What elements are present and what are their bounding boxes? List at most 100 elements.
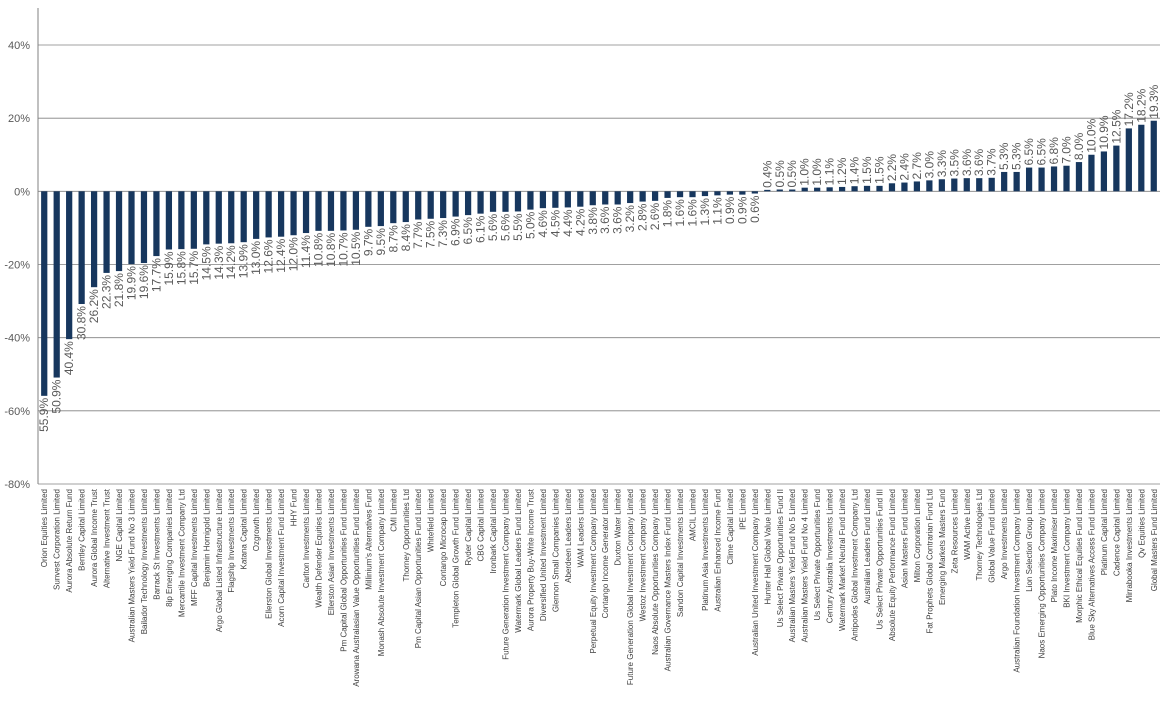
x-tick-label: Templeton Global Growth Fund Limited [452,489,461,628]
x-tick-label: Contango Income Generator Limited [601,489,610,618]
x-tick-label: Platinum Capital Limited [1100,489,1109,575]
x-tick-label: Sandon Capital Investments Limited [676,489,685,617]
x-tick-label: Australian Masters Yield Fund No 3 Limit… [128,489,137,642]
x-tick-label: WAM Active Limited [963,489,972,560]
data-label: 0.4% [760,160,774,188]
x-tick-label: Lion Selection Group Limited [1025,489,1034,592]
bar [402,191,409,223]
data-label: 10.8% [324,233,338,267]
bar [203,191,210,245]
data-label: 2.2% [885,154,899,182]
bar [1001,171,1008,192]
data-label: 5.0% [523,211,537,239]
bar [265,191,272,238]
bar [676,191,684,198]
x-tick-label: Qv Equities Limited [1137,489,1146,558]
x-tick-label: Orion Equities Limited [40,489,49,567]
bar [814,187,821,192]
bar [651,191,659,201]
data-label: 1.5% [873,156,887,184]
bar [440,191,447,219]
bar [1050,166,1058,192]
x-tick-label: IPE Limited [738,489,747,530]
bar [739,191,746,195]
x-tick-label: Future Generation Investment Company Lim… [502,489,511,660]
y-tick-label: -40% [4,333,30,345]
x-tick-label: Australian Masters Yield Fund No 4 Limit… [801,489,810,642]
x-tick-label: Ellerston Asian Investments Limited [327,489,336,615]
x-tick-label: Wealth Defender Equities Limited [315,489,324,608]
x-tick-label: Australian Leaders Fund Limited [863,489,872,604]
data-label: 12.0% [287,237,301,271]
data-label: 6.5% [1022,138,1036,166]
x-tick-label: Argo Global Listed Infrastructure Limite… [215,489,224,632]
bar [888,183,896,192]
data-label: 1.1% [710,197,724,225]
bar [165,191,173,250]
data-label: 8.4% [399,224,413,252]
bar [976,178,983,192]
data-label: 3.8% [586,207,600,235]
x-tick-label: Pm Capital Global Opportunities Fund Lim… [339,489,348,652]
data-label: 4.4% [561,209,575,237]
x-tick-label: Bentley Capital Limited [78,489,87,571]
data-label: 1.5% [860,156,874,184]
bar [527,191,534,210]
bar [514,191,522,212]
data-label: 1.2% [835,157,849,185]
bar [228,191,235,244]
data-label: 55.9% [37,398,51,432]
bar [1113,145,1120,192]
x-tick-label: Watermark Market Neutral Fund Limited [838,489,847,631]
x-tick-label: Naos Absolute Opportunities Company Limi… [651,489,660,655]
data-label: 3.5% [947,149,961,177]
x-tick-label: Australian Enhanced Income Fund [713,489,722,612]
data-label: 0.9% [735,196,749,224]
x-tick-label: Us Select Private Opportunities Fund III [876,489,885,630]
x-tick-label: Pm Capital Asian Opportunities Fund Limi… [414,489,423,648]
bar [340,191,347,231]
data-label: 21.8% [112,273,126,307]
data-label: 9.5% [374,228,388,256]
x-tick-label: Contango Microcap Limited [439,489,448,586]
data-label: 9.7% [361,228,375,256]
bar [1150,120,1157,192]
bar [589,191,596,206]
bar [639,191,646,202]
data-label: 0.5% [773,160,787,188]
x-tick-label: Aurora Absolute Return Fund [65,489,74,593]
data-label: 2.4% [897,153,911,181]
x-tick-label: CMI Limited [389,489,398,532]
data-label: 0.5% [785,160,799,188]
data-label: 0.9% [723,196,737,224]
x-tick-label: Platinum Asia Investments Limited [701,489,710,611]
bar [489,191,497,212]
x-tick-label: Clime Capital Limited [726,489,735,565]
x-tick-label: Acorn Capital Investment Fund Limited [277,489,286,627]
data-label: 12.6% [262,239,276,273]
data-label: 7.7% [411,221,425,249]
data-label: 10.0% [1084,118,1098,152]
x-tick-label: MFF Capital Investments Limited [190,489,199,606]
bar [689,191,696,198]
data-label: 1.3% [698,198,712,226]
data-label: 26.2% [87,289,101,323]
x-tick-label: BKI Investment Company Limited [1063,489,1072,608]
bar [913,181,921,192]
bar [302,191,310,234]
x-tick-label: Australian Foundation Investment Company… [1013,489,1022,673]
x-tick-label: Us Select Private Opportunities Fund II [776,489,785,627]
bar [714,191,721,196]
data-label: 1.0% [798,158,812,186]
bar [1100,151,1108,192]
bar [838,186,846,192]
bar [789,189,796,192]
bar [290,191,297,236]
x-tick-label: Ryder Capital Limited [464,489,473,565]
x-tick-label: Australian Governance Masters Index Fund… [664,489,673,671]
x-tick-label: Glennon Small Companies Limited [551,489,560,612]
bar [66,191,73,340]
x-tick-label: Millinium's Alternatives Fund [364,489,373,590]
bar [502,191,509,212]
